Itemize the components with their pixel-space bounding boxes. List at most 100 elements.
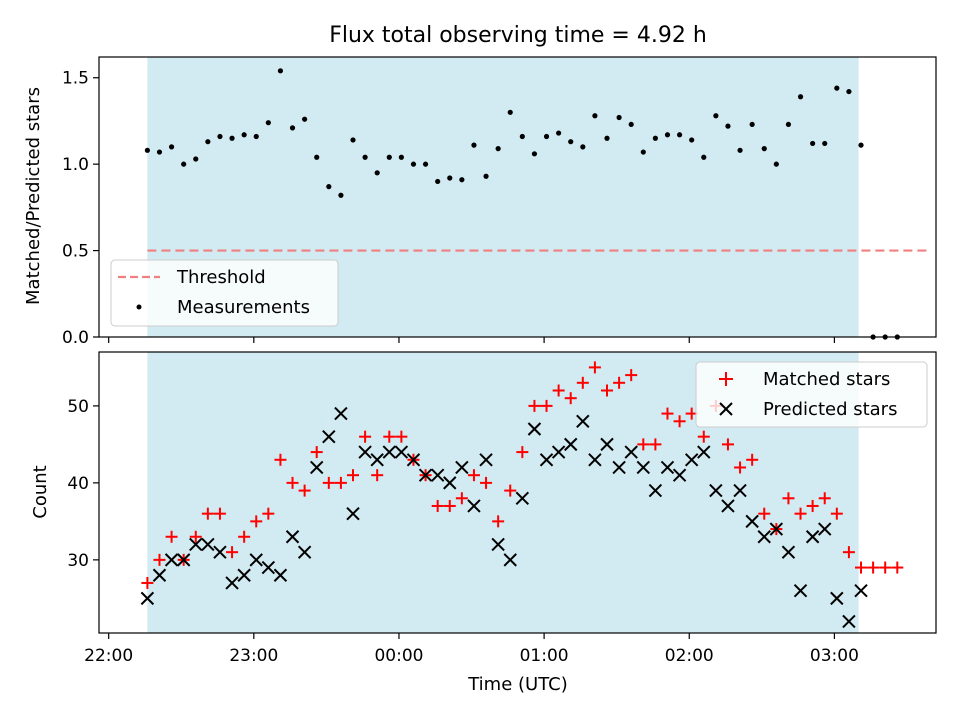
legend-measurements-label: Measurements xyxy=(177,297,310,318)
measurement-point xyxy=(374,170,380,176)
measurement-point xyxy=(822,140,828,147)
time-x-tick-label: 00:00 xyxy=(374,646,423,666)
matched-star-point xyxy=(443,499,456,512)
matched-star-point xyxy=(262,507,275,520)
ratio-x-axis xyxy=(108,337,835,343)
predicted-star-point xyxy=(745,514,759,529)
predicted-star-point xyxy=(261,560,276,575)
matched-star-point xyxy=(637,438,650,451)
measurement-point xyxy=(810,140,816,147)
predicted-star-point xyxy=(503,553,517,567)
predicted-star-point xyxy=(624,445,638,459)
predicted-star-point xyxy=(237,568,251,582)
matched-star-point xyxy=(359,430,372,443)
matched-star-point xyxy=(480,476,493,489)
predicted-star-point xyxy=(273,568,288,582)
matched-star-point xyxy=(141,576,154,589)
measurement-point xyxy=(725,123,731,129)
matched-star-point xyxy=(552,384,565,397)
matched-star-point xyxy=(540,399,553,412)
matched-star-point xyxy=(891,561,904,574)
measurement-point xyxy=(652,135,658,141)
predicted-star-point xyxy=(805,530,820,544)
count-y-tick-label: 30 xyxy=(67,551,89,571)
predicted-star-point xyxy=(189,537,203,552)
matched-star-point xyxy=(564,392,577,405)
matched-star-point xyxy=(842,546,855,559)
matched-star-point xyxy=(746,453,759,466)
measurement-point xyxy=(398,154,404,160)
predicted-star-point xyxy=(176,553,191,567)
matched-stars-points xyxy=(141,361,904,589)
matched-star-point xyxy=(455,492,468,505)
predicted-star-point xyxy=(757,530,771,544)
measurement-point xyxy=(568,139,574,145)
count-legend-box xyxy=(695,361,928,428)
predicted-star-point xyxy=(370,453,384,467)
predicted-star-point xyxy=(781,545,796,559)
measurement-point xyxy=(241,132,247,138)
predicted-star-point xyxy=(358,445,372,459)
measurement-point xyxy=(422,161,429,167)
matched-star-point xyxy=(855,561,868,574)
measurement-point xyxy=(846,88,852,95)
predicted-star-point xyxy=(467,499,481,513)
predicted-star-point xyxy=(455,460,469,475)
measurement-point xyxy=(628,121,634,128)
matched-star-point xyxy=(830,507,843,520)
matched-star-point xyxy=(758,507,771,520)
predicted-star-point xyxy=(297,545,312,559)
measurement-point xyxy=(797,94,804,100)
ratio-y-axis: 0.0 0.5 1.0 1.5 xyxy=(62,69,99,348)
predicted-star-point xyxy=(164,553,179,567)
ratio-legend-box xyxy=(110,259,339,327)
predicted-star-point xyxy=(285,530,300,544)
predicted-star-point xyxy=(346,506,360,521)
matched-star-point xyxy=(467,469,480,482)
measurement-point xyxy=(556,130,562,136)
predicted-star-point xyxy=(201,537,215,552)
measurement-point xyxy=(664,132,671,138)
time-x-axis: 22:00 23:00 00:00 01:00 02:00 03:00 xyxy=(84,633,859,666)
measurement-point xyxy=(785,121,792,128)
matched-star-point xyxy=(673,415,686,428)
count-y-tick-label: 50 xyxy=(67,397,89,417)
measurement-point xyxy=(447,175,453,181)
matched-star-point xyxy=(806,499,819,512)
predicted-star-point xyxy=(430,468,445,482)
predicted-star-point xyxy=(406,453,421,467)
matched-star-point xyxy=(431,499,444,512)
matched-star-point xyxy=(213,507,226,520)
count-panel: 30 40 50 22:00 23:00 00:00 01:00 02:00 03:00 Ti… xyxy=(30,351,937,695)
measurement-point xyxy=(495,146,501,152)
count-y-axis-label: Count xyxy=(30,465,51,518)
measurement-point xyxy=(616,114,622,121)
legend-predicted-swatch xyxy=(719,402,733,416)
predicted-star-point xyxy=(382,445,396,459)
time-x-tick-label: 02:00 xyxy=(665,646,714,666)
measurement-point xyxy=(326,184,332,190)
measurement-point xyxy=(737,147,743,153)
matched-star-point xyxy=(818,492,831,505)
measurement-point xyxy=(519,133,525,140)
measurement-point xyxy=(676,132,683,138)
predicted-star-point xyxy=(697,445,711,459)
ratio-y-tick-label: 1.5 xyxy=(62,69,89,89)
ratio-panel-frame xyxy=(98,56,937,338)
predicted-star-point xyxy=(443,476,457,490)
matched-star-point xyxy=(516,446,529,459)
count-y-tick-label: 40 xyxy=(67,474,89,494)
predicted-stars-points xyxy=(140,406,868,629)
matched-star-point xyxy=(528,399,541,412)
chart-title: Flux total observing time = 4.92 h xyxy=(329,23,707,48)
legend-threshold-label: Threshold xyxy=(176,267,266,288)
predicted-star-point xyxy=(140,591,155,606)
measurement-point xyxy=(386,154,392,160)
measurement-point xyxy=(834,85,840,91)
matched-star-point xyxy=(697,430,710,443)
predicted-star-point xyxy=(648,483,663,498)
matched-star-point xyxy=(794,507,807,520)
predicted-star-point xyxy=(842,614,856,629)
predicted-star-point xyxy=(660,460,675,475)
measurement-point xyxy=(338,192,344,198)
